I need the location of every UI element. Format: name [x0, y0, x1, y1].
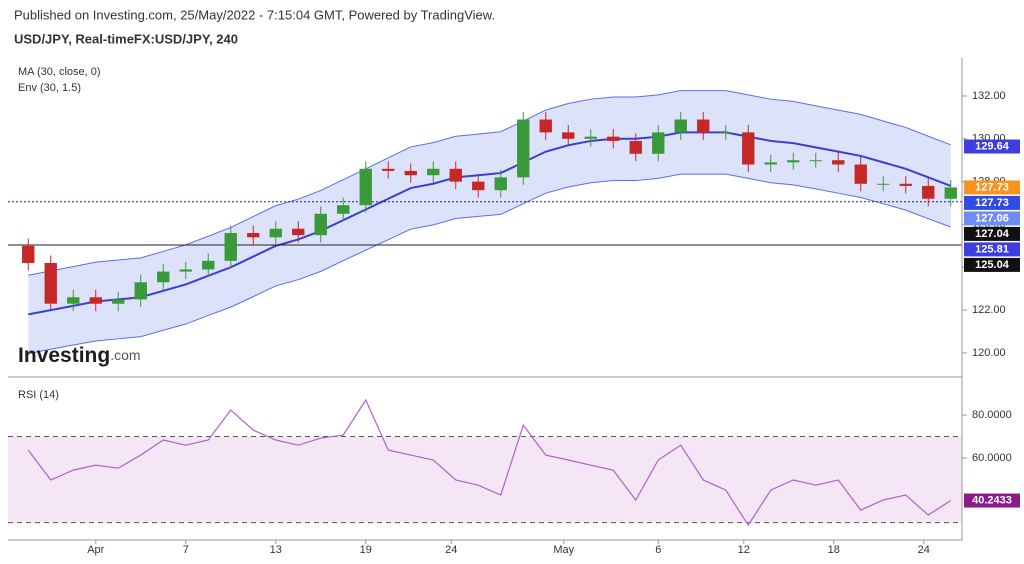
watermark-brand: Investing	[18, 344, 110, 367]
price-label: 127.73	[975, 181, 1009, 193]
y-tick-label: 122.00	[972, 304, 1006, 316]
indicator-label: Env (30, 1.5)	[18, 82, 81, 94]
candle-body	[652, 132, 665, 154]
x-tick-label: 24	[918, 544, 930, 556]
y-tick-label: 132.00	[972, 90, 1006, 102]
candle-body	[697, 119, 710, 133]
x-tick-label: 19	[360, 544, 372, 556]
candle-body	[494, 177, 507, 191]
symbol-line: USD/JPY, Real-timeFX:USD/JPY, 240	[14, 31, 238, 46]
candle-body	[944, 187, 957, 199]
candle-body	[269, 228, 282, 238]
candle-body	[22, 245, 35, 264]
candle-body	[832, 160, 845, 165]
price-label-box	[964, 195, 1020, 210]
candle-body	[764, 162, 777, 165]
candle-body	[44, 263, 57, 304]
price-label: 125.81	[975, 243, 1009, 255]
candle-body	[899, 183, 912, 186]
candle-body	[359, 168, 372, 206]
candle-body	[314, 213, 327, 236]
candle-body	[674, 119, 687, 133]
y-tick-label: 60.0000	[972, 452, 1012, 464]
price-label-box	[964, 139, 1020, 154]
x-tick-label: May	[553, 544, 574, 556]
rsi-value-label: 40.2433	[972, 494, 1012, 506]
price-label-box	[964, 242, 1020, 257]
candle-body	[787, 160, 800, 163]
indicator-label: MA (30, close, 0)	[18, 66, 101, 78]
envelope-line	[28, 173, 951, 355]
watermark-suffix: .com	[110, 347, 140, 363]
price-label-box	[964, 257, 1020, 272]
x-tick-label: 13	[270, 544, 282, 556]
candle-body	[134, 282, 147, 300]
candle-body	[202, 260, 215, 270]
candle-body	[719, 132, 732, 134]
price-label: 127.73	[975, 197, 1009, 209]
price-label-box	[964, 180, 1020, 195]
candle-body	[89, 297, 102, 304]
x-tick-label: Apr	[87, 544, 104, 556]
price-label: 127.06	[975, 212, 1009, 224]
y-tick-label: 120.00	[972, 347, 1006, 359]
candle-body	[449, 168, 462, 182]
envelope-line	[28, 90, 951, 276]
rsi-pane: 60.0000 80.0000 40.2433 Apr 7 13 19 24 May 6 12 18 2…	[8, 398, 1020, 556]
price-label: 125.04	[975, 259, 1010, 271]
x-tick-label: 12	[738, 544, 750, 556]
watermark: Investing.com	[18, 344, 141, 367]
price-label-box	[964, 226, 1020, 241]
price-label: 127.04	[975, 228, 1010, 240]
candle-body	[382, 168, 395, 171]
candle-body	[404, 170, 417, 176]
x-tick-label: 7	[183, 544, 189, 556]
candle-body	[877, 183, 890, 185]
candle-body	[112, 299, 125, 304]
candle-body	[517, 119, 530, 178]
candle-body	[427, 168, 440, 176]
price-pane: 120.00122.00124.00126.00128.00130.00132.…	[8, 90, 1020, 359]
candle-body	[742, 132, 755, 165]
candle-body	[157, 271, 170, 283]
published-line: Published on Investing.com, 25/May/2022 …	[14, 7, 495, 22]
price-label-box	[964, 211, 1020, 226]
x-tick-label: 6	[655, 544, 661, 556]
rsi-line	[27, 398, 952, 527]
candle-body	[809, 160, 822, 162]
candle-body	[337, 205, 350, 214]
candle-body	[584, 136, 597, 139]
candle-body	[562, 132, 575, 139]
candle-body	[224, 233, 237, 261]
rsi-value-box	[964, 493, 1020, 508]
candle-body	[67, 297, 80, 304]
ma-line	[28, 131, 952, 316]
envelope-fill	[28, 90, 951, 354]
price-label: 129.64	[975, 140, 1010, 152]
candle-body	[247, 233, 260, 238]
rsi-band	[8, 436, 962, 523]
candle-body	[607, 136, 620, 141]
y-tick-label: 80.0000	[972, 409, 1012, 421]
candle-body	[922, 185, 935, 199]
candle-body	[854, 164, 867, 184]
candle-body	[292, 228, 305, 236]
x-tick-label: 18	[828, 544, 840, 556]
candle-body	[629, 140, 642, 154]
candle-body	[472, 181, 485, 191]
x-tick-label: 24	[445, 544, 457, 556]
candle-body	[539, 119, 552, 133]
rsi-title: RSI (14)	[18, 389, 59, 401]
candle-body	[179, 269, 192, 272]
